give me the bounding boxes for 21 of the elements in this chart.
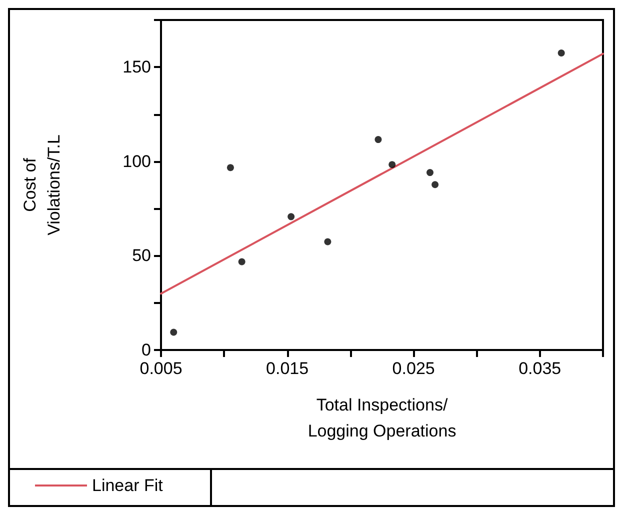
- x-tick-label: 0.035: [518, 359, 562, 378]
- point: [324, 238, 332, 246]
- y-tick-label: 0: [142, 340, 151, 360]
- point: [226, 164, 234, 172]
- point: [374, 136, 382, 144]
- point: [432, 181, 439, 188]
- point: [170, 328, 178, 336]
- legend-label: Linear Fit: [92, 476, 164, 495]
- x-tick-label: 0.015: [266, 359, 309, 378]
- y-tick-label: 100: [122, 152, 151, 171]
- point: [288, 213, 295, 220]
- point: [426, 169, 434, 176]
- y-axis-title: Cost of Violations/T.L: [20, 134, 64, 236]
- y-tick-label: 50: [132, 246, 151, 266]
- point: [238, 258, 246, 266]
- point: [558, 50, 565, 56]
- x-tick-label: 0.025: [392, 359, 435, 378]
- x-axis-title: Total Inspections/ Logging Operations: [308, 396, 456, 440]
- point: [388, 161, 396, 168]
- x-tick-label: 0.005: [140, 359, 182, 378]
- y-tick-label: 150: [122, 58, 151, 77]
